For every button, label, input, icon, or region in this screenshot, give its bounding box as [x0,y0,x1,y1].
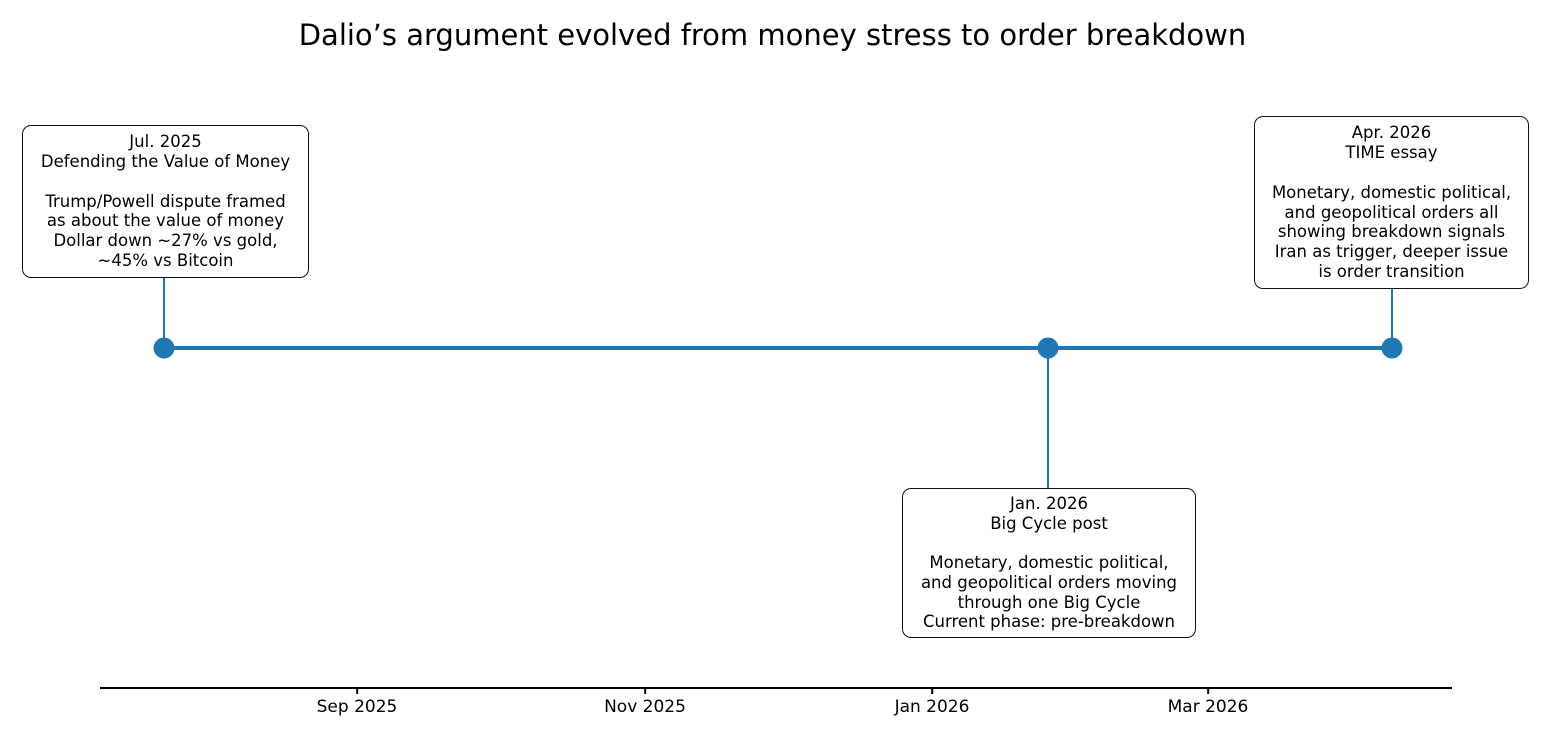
event-text-jul-2025: Jul. 2025 Defending the Value of Money T… [40,132,291,270]
chart-title: Dalio’s argument evolved from money stre… [298,18,1247,52]
timeline-line [164,346,1392,350]
x-axis-tick-label-jan-2026: Jan 2026 [894,697,970,717]
timeline-node-jan-2026 [1037,337,1059,359]
event-text-apr-2026: Apr. 2026 TIME essay Monetary, domestic … [1271,123,1512,281]
event-box-jul-2025: Jul. 2025 Defending the Value of Money T… [22,125,309,278]
x-axis-tick-label-sep-2025: Sep 2025 [316,697,398,717]
x-axis-tick-nov-2025 [644,688,646,694]
x-axis-line [100,687,1452,689]
event-box-apr-2026: Apr. 2026 TIME essay Monetary, domestic … [1254,116,1529,289]
x-axis-tick-sep-2025 [356,688,358,694]
x-axis-tick-mar-2026 [1207,688,1209,694]
connector-jan-2026 [1047,348,1049,489]
x-axis-tick-label-mar-2026: Mar 2026 [1167,697,1249,717]
x-axis-tick-label-nov-2025: Nov 2025 [604,697,686,717]
event-text-jan-2026: Jan. 2026 Big Cycle post Monetary, domes… [920,493,1178,632]
timeline-node-apr-2026 [1381,337,1403,359]
connector-jul-2025 [163,276,165,348]
connector-apr-2026 [1391,288,1393,348]
timeline-node-jul-2025 [153,337,175,359]
x-axis-tick-jan-2026 [931,688,933,694]
event-box-jan-2026: Jan. 2026 Big Cycle post Monetary, domes… [902,488,1196,638]
